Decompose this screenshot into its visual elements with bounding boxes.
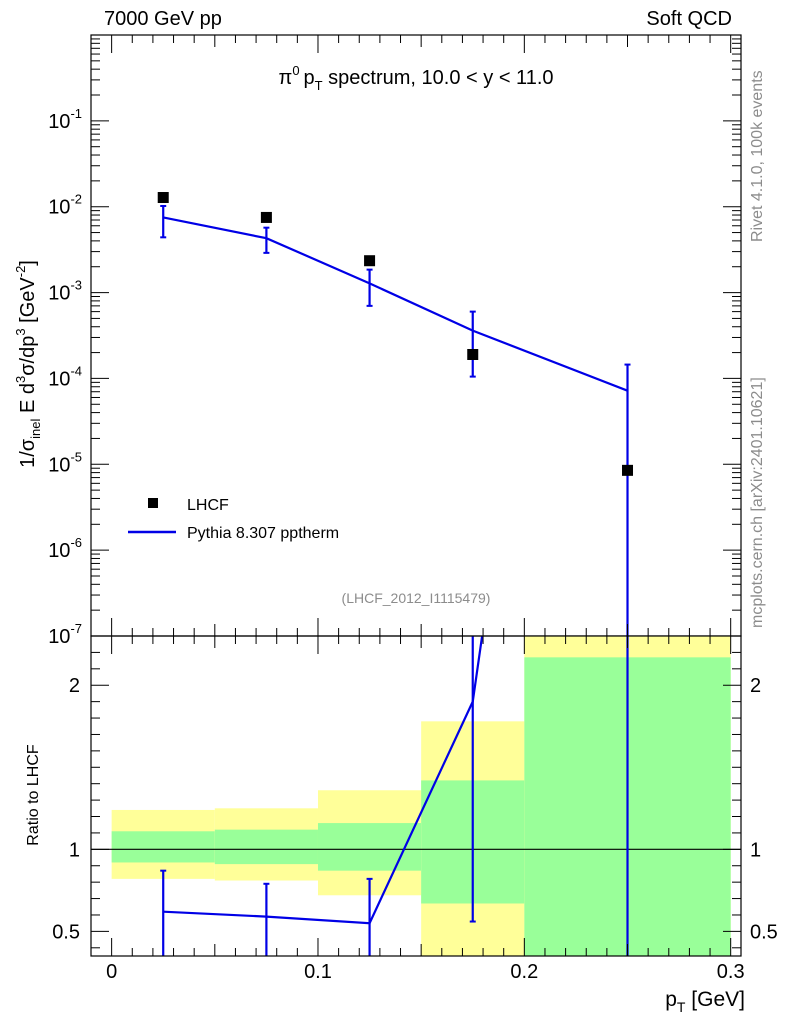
- ratio-y-label: Ratio to LHCF: [25, 744, 42, 846]
- x-tick-label: 0.2: [510, 961, 538, 983]
- ratio-y-tick-label-left: 2: [69, 675, 80, 697]
- x-tick-label: 0.3: [717, 961, 745, 983]
- tick-exponent: -2: [70, 192, 82, 207]
- ylabel-part-a: 1/σ: [17, 438, 39, 468]
- ratio-plot-area: 0 0.1 0.2 0.30.5 0.51 12 2: [52, 635, 778, 983]
- tick-exponent: -5: [70, 449, 82, 464]
- legend-data-label: LHCF: [187, 497, 229, 514]
- main-y-tick-label: 10-6: [48, 535, 82, 562]
- main-y-label: 1/σinel E d3σ/dp3 [GeV-2]: [13, 260, 43, 468]
- tick-mantissa: 10: [48, 540, 70, 562]
- title-rest: spectrum, 10.0 < y < 11.0: [323, 67, 554, 89]
- tick-exponent: -1: [70, 106, 82, 121]
- main-y-tick-label: 10-4: [48, 363, 82, 390]
- tick-mantissa: 10: [48, 111, 70, 133]
- main-y-tick-label: 10-2: [48, 192, 82, 219]
- tick-mantissa: 10: [48, 454, 70, 476]
- ylabel-part-c: σ/dp: [17, 336, 39, 376]
- tick-mantissa: 10: [48, 197, 70, 219]
- title-p: p: [304, 67, 315, 89]
- title-pi: π: [279, 67, 293, 89]
- mc-line: [163, 216, 628, 392]
- ylabel-three-1: 3: [13, 376, 28, 383]
- legend-mc-label: Pythia 8.307 pptherm: [187, 525, 339, 542]
- main-title: π0 pT spectrum, 10.0 < y < 11.0: [279, 63, 554, 93]
- data-point: [467, 348, 479, 360]
- header-left: 7000 GeV pp: [104, 8, 222, 30]
- x-tick-label: 0.1: [304, 961, 332, 983]
- ylabel-part-e: ]: [17, 260, 39, 266]
- ratio-y-tick-label-right: 1: [750, 839, 761, 861]
- tick-exponent: -4: [70, 363, 82, 378]
- ratio-y-tick-label-right: 2: [750, 675, 761, 697]
- x-tick-label: 0: [106, 961, 117, 983]
- ratio-frame: [90, 635, 742, 957]
- ylabel-minus-two: -2: [13, 266, 28, 278]
- tick-exponent: -7: [70, 621, 82, 636]
- ratio-band-inner-0: [111, 831, 215, 863]
- ylabel-inel: inel: [28, 418, 43, 438]
- xlabel-rest: [GeV]: [685, 988, 745, 1011]
- xlabel-subscript: T: [677, 999, 686, 1015]
- ratio-y-tick-label-left: 1: [69, 839, 80, 861]
- data-point: [260, 211, 272, 223]
- main-y-tick-label: 10-1: [48, 106, 82, 133]
- ylabel-part-d: [GeV: [17, 277, 39, 329]
- tick-exponent: -6: [70, 535, 82, 550]
- ylabel-three-2: 3: [13, 328, 28, 335]
- data-point: [157, 192, 169, 204]
- main-plot-area: 10-710-610-510-410-310-210-1: [48, 34, 742, 648]
- ylabel-part-b: E d: [17, 383, 39, 419]
- analysis-id-label: (LHCF_2012_I1115479): [342, 590, 491, 606]
- main-y-tick-label: 10-3: [48, 278, 82, 305]
- data-point: [364, 255, 376, 267]
- data-point: [622, 464, 634, 476]
- tick-exponent: -3: [70, 278, 82, 293]
- main-y-tick-label: 10-5: [48, 449, 82, 476]
- header-right: Soft QCD: [646, 8, 732, 30]
- title-pi-superscript: 0: [292, 63, 299, 78]
- main-frame: [90, 34, 742, 637]
- xlabel-p: p: [665, 988, 677, 1011]
- legend-data-marker: [148, 498, 158, 508]
- tick-mantissa: 10: [48, 368, 70, 390]
- x-axis-label: pT [GeV]: [665, 988, 745, 1015]
- ratio-band-inner-1: [214, 829, 318, 865]
- ratio-y-tick-label-left: 0.5: [52, 921, 80, 943]
- main-y-tick-label: 10-7: [48, 621, 82, 648]
- ratio-y-tick-label-right: 0.5: [750, 921, 778, 943]
- title-p-subscript: T: [315, 78, 323, 93]
- tick-mantissa: 10: [48, 283, 70, 305]
- tick-mantissa: 10: [48, 626, 70, 648]
